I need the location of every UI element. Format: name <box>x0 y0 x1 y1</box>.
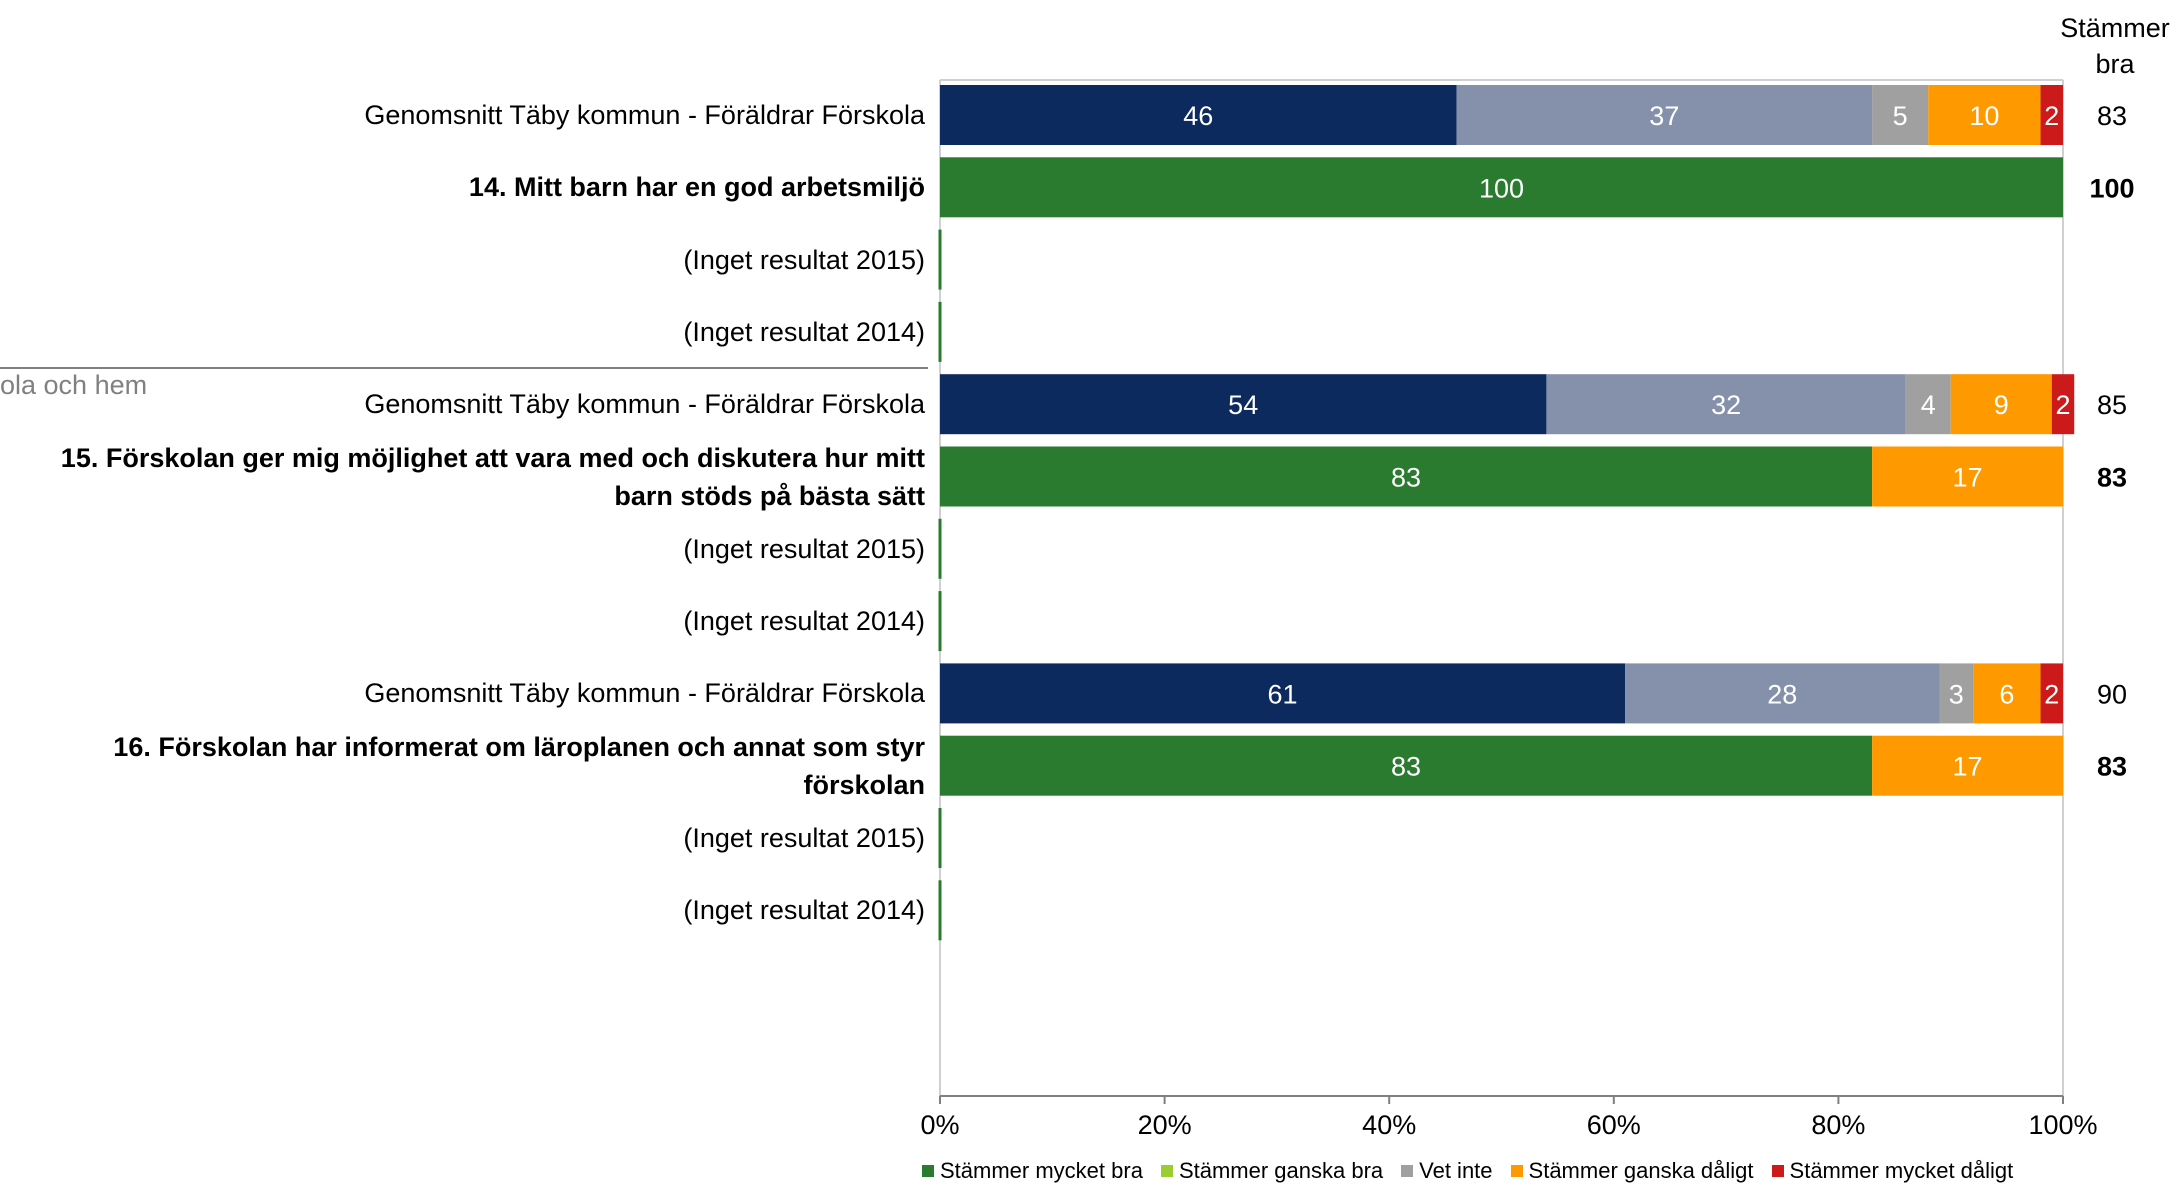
bar-segment <box>940 663 1626 724</box>
bar-value-label: 9 <box>1994 390 2009 420</box>
legend-label: Stämmer ganska bra <box>1178 1158 1384 1183</box>
x-tick-label: 20% <box>1138 1110 1192 1140</box>
legend-label: Stämmer ganska dåligt <box>1528 1158 1754 1183</box>
row-label: (Inget resultat 2014) <box>683 606 925 637</box>
bar-segment <box>2040 663 2063 724</box>
legend-swatch <box>922 1165 934 1177</box>
row-label: (Inget resultat 2015) <box>683 823 925 853</box>
bar-value-label: 0 <box>2064 173 2079 203</box>
bar-segment <box>1872 85 1929 145</box>
legend-label: Stämmer mycket bra <box>940 1158 1143 1183</box>
bar-value-label: 83 <box>1391 752 1421 782</box>
legend-swatch <box>1510 1165 1523 1177</box>
bar-segment <box>1872 735 2063 796</box>
row-label: (Inget resultat 2014) <box>683 895 925 926</box>
legend-item: Stämmer ganska dåligt <box>1510 1158 1754 1184</box>
legend-item: Vet inte <box>1401 1158 1493 1184</box>
bar-value-label: 28 <box>1767 679 1797 709</box>
bar-value-label: 2 <box>2055 390 2070 420</box>
stammer-bra-value: 83 <box>2097 463 2127 493</box>
bar-value-label: 2 <box>2044 679 2059 709</box>
bar-value-label: 37 <box>1649 101 1679 131</box>
legend-item: Stämmer mycket dåligt <box>1771 1158 2014 1184</box>
bar-value-label: 17 <box>1953 752 1983 782</box>
row-label: Genomsnitt Täby kommun - Föräldrar Försk… <box>364 100 925 130</box>
row-label: (Inget resultat 2015) <box>683 533 925 564</box>
bar-segment <box>1546 374 1906 435</box>
x-tick-label: 0% <box>920 1110 959 1140</box>
bar-value-label: 0 <box>2064 463 2079 493</box>
bar-value-label: 6 <box>1999 679 2014 709</box>
bar-segment <box>1950 374 2052 435</box>
stammer-bra-value: 100 <box>2089 173 2134 203</box>
legend-swatch <box>1160 1165 1173 1177</box>
legend-label: Vet inte <box>1419 1158 1493 1183</box>
bar-value-label: 0 <box>2064 752 2079 782</box>
bar-value-label: 32 <box>1711 390 1741 420</box>
bar-value-label: 2 <box>2044 101 2059 131</box>
right-column-header: Stämmer bra <box>2060 13 2170 79</box>
bar-segment <box>1939 663 1974 724</box>
x-tick-label: 60% <box>1587 1110 1641 1140</box>
row-label: Genomsnitt Täby kommun - Föräldrar Försk… <box>364 678 925 709</box>
legend-swatch <box>1401 1165 1414 1177</box>
x-tick-label: 40% <box>1362 1110 1416 1140</box>
legend-item: Stämmer mycket bra <box>922 1158 1143 1184</box>
bar-segment <box>1905 374 1951 435</box>
row-label: 16. Förskolan har informerat om läroplan… <box>113 728 925 804</box>
stammer-bra-value: 90 <box>2097 679 2127 709</box>
bar-segment <box>1872 446 2063 507</box>
legend-swatch <box>1771 1165 1784 1177</box>
bar-value-label: 100 <box>1479 173 1524 203</box>
legend-item: Stämmer ganska bra <box>1160 1158 1384 1184</box>
bar-value-label: 83 <box>1391 463 1421 493</box>
bar-value-label: 3 <box>1949 679 1964 709</box>
bar-segment <box>940 157 2063 218</box>
row-label: (Inget resultat 2014) <box>683 316 925 347</box>
bar-value-label: 10 <box>1969 101 1999 131</box>
bar-segment <box>940 85 1457 145</box>
row-label: 14. Mitt barn har en god arbetsmiljö <box>468 172 925 203</box>
row-label-line: förskolan <box>803 769 925 800</box>
x-tick-label: 100% <box>2028 1110 2097 1140</box>
bar-segment <box>1456 85 1873 145</box>
bar-value-label: 61 <box>1267 679 1297 709</box>
chart-legend: Stämmer mycket bra Stämmer ganska bra Vet … <box>922 1158 2013 1184</box>
bar-value-label: 5 <box>1893 101 1908 131</box>
bar-value-label: 46 <box>1183 101 1213 131</box>
row-label-line: 15. Förskolan ger mig möjlighet att vara… <box>60 442 925 473</box>
x-tick-label: 80% <box>1811 1110 1865 1140</box>
bar-segment <box>940 374 1547 435</box>
stammer-bra-value: 83 <box>2097 752 2127 782</box>
bar-value-label: 17 <box>1953 463 1983 493</box>
bar-segment <box>2040 85 2063 145</box>
stammer-bra-value: 85 <box>2097 390 2127 420</box>
bar-segment <box>1625 663 1940 724</box>
bar-value-label: 54 <box>1228 390 1258 420</box>
bar-value-label: 4 <box>1921 390 1936 420</box>
row-label-line: barn stöds på bästa sätt <box>614 480 925 511</box>
row-label: 15. Förskolan ger mig möjlighet att vara… <box>61 439 925 515</box>
row-label: (Inget resultat 2015) <box>683 244 925 275</box>
row-label-line: 16. Förskolan har informerat om läroplan… <box>113 731 925 762</box>
bar-segment <box>940 735 1873 796</box>
section-label: ola och hem <box>0 370 148 400</box>
bar-segment <box>2051 374 2075 435</box>
legend-label: Stämmer mycket dåligt <box>1789 1158 2014 1183</box>
bar-segment <box>1973 663 2041 724</box>
row-label: Genomsnitt Täby kommun - Föräldrar Försk… <box>364 389 925 420</box>
bar-segment <box>940 446 1873 507</box>
bar-segment <box>1928 85 2041 145</box>
stammer-bra-value: 83 <box>2097 101 2127 131</box>
